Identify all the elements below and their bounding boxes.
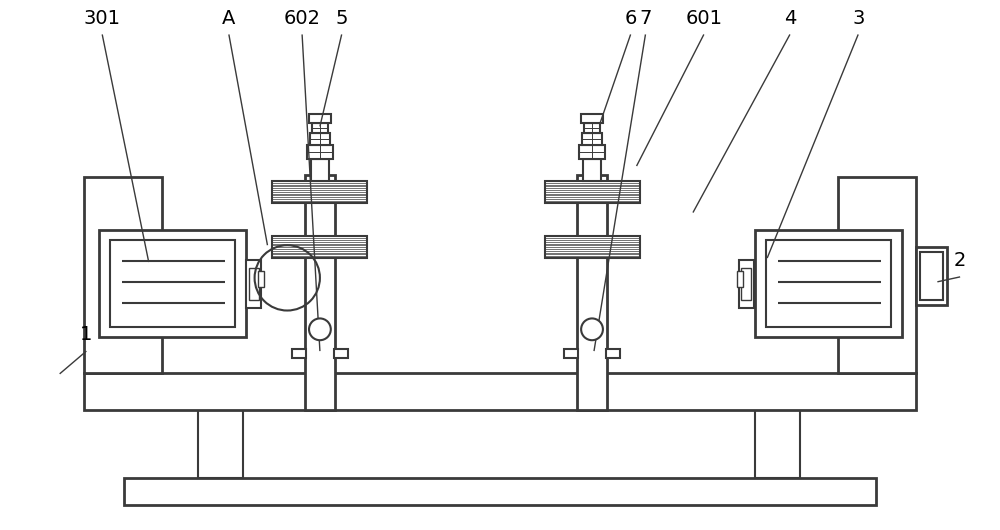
Bar <box>99 231 246 337</box>
Bar <box>577 175 607 410</box>
Bar <box>545 236 640 258</box>
Text: 602: 602 <box>284 8 321 28</box>
Text: 5: 5 <box>335 8 348 28</box>
Text: 1: 1 <box>80 325 93 344</box>
Text: 301: 301 <box>84 8 121 28</box>
Circle shape <box>309 319 331 340</box>
Text: 601: 601 <box>685 8 722 28</box>
Bar <box>579 145 605 159</box>
Bar <box>305 175 335 410</box>
Bar <box>920 252 943 299</box>
Bar <box>741 268 751 299</box>
Bar <box>755 231 902 337</box>
Circle shape <box>581 319 603 340</box>
Bar <box>916 247 947 305</box>
Bar <box>334 349 348 358</box>
Bar <box>110 240 235 328</box>
Bar <box>312 123 328 134</box>
Bar <box>272 181 367 202</box>
Bar <box>309 113 331 123</box>
Bar <box>272 236 367 258</box>
Bar <box>307 145 333 159</box>
Text: 4: 4 <box>784 8 796 28</box>
Text: 7: 7 <box>639 8 652 28</box>
Bar <box>198 410 243 478</box>
Bar <box>246 260 261 307</box>
Bar <box>583 159 601 181</box>
Bar <box>316 324 324 334</box>
Bar <box>545 181 640 202</box>
Bar <box>739 260 754 307</box>
Bar <box>584 123 600 134</box>
Bar <box>606 349 620 358</box>
Bar <box>258 271 264 287</box>
Text: 3: 3 <box>852 8 864 28</box>
Bar <box>84 373 916 410</box>
Bar <box>249 268 259 299</box>
Text: 6: 6 <box>624 8 637 28</box>
Bar <box>766 240 891 328</box>
Text: 2: 2 <box>954 251 966 270</box>
Bar <box>588 324 596 334</box>
Bar <box>84 177 162 373</box>
Bar <box>838 177 916 373</box>
Bar <box>311 159 329 181</box>
Bar <box>582 134 602 145</box>
Bar <box>310 134 330 145</box>
Bar <box>581 113 603 123</box>
Bar <box>124 478 876 506</box>
Bar <box>564 349 578 358</box>
Bar <box>292 349 306 358</box>
Bar <box>737 271 743 287</box>
Text: A: A <box>222 8 236 28</box>
Bar <box>755 410 800 478</box>
